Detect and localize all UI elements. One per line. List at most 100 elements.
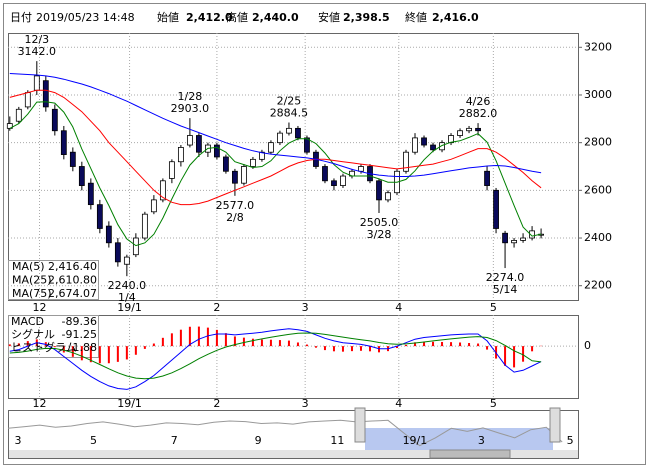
legend-name: MA(5)	[12, 260, 45, 273]
candle-body	[520, 237, 526, 241]
candle-body	[177, 147, 184, 163]
candle-body	[304, 137, 310, 153]
navigator-tick-label: 11	[330, 434, 344, 447]
histogram-bar	[522, 346, 525, 362]
histogram-bar	[53, 346, 56, 348]
y-tick-label: 3200	[584, 40, 612, 53]
candle-body	[250, 158, 256, 167]
legend-value: 2,674.07	[48, 287, 97, 300]
candle-body	[141, 213, 148, 239]
ma-legend-box	[8, 260, 99, 300]
legend-value: 1.88	[73, 341, 98, 354]
candle-body	[277, 132, 283, 144]
annotation-price: 2577.0	[216, 199, 255, 212]
histogram-bar	[459, 342, 462, 347]
histogram-bar	[179, 329, 182, 347]
annotation-price: 3142.0	[18, 45, 57, 58]
candle-body	[421, 137, 427, 146]
histogram-bar	[143, 346, 146, 349]
histogram-bar	[152, 343, 155, 347]
histogram-bar	[125, 346, 128, 360]
candle-body	[105, 225, 112, 244]
scroll-thumb[interactable]	[429, 449, 511, 459]
x-tick-label: 2	[213, 397, 220, 410]
candle-body	[484, 170, 490, 186]
candle-body	[241, 166, 247, 184]
x-tick-label: 5	[490, 397, 497, 410]
navigator-line	[7, 419, 563, 447]
histogram-bar	[206, 327, 209, 347]
range-handle-right[interactable]	[549, 407, 561, 443]
candle-body	[232, 170, 238, 184]
candle-body	[24, 92, 31, 108]
candle-body	[268, 142, 274, 153]
histogram-bar	[504, 346, 507, 366]
candle-body	[78, 166, 85, 186]
candle-body	[69, 151, 76, 167]
legend-name: MA(75)	[12, 287, 52, 300]
y-tick-label: 3000	[584, 88, 612, 101]
navigator-tick-label: 3	[478, 434, 485, 447]
histogram-bar	[161, 337, 164, 347]
annotation-price: 2882.0	[459, 107, 498, 120]
header-label: 日付	[10, 11, 32, 24]
candle-body	[430, 144, 436, 151]
histogram-bar	[350, 346, 353, 352]
y-tick-label: 2800	[584, 136, 612, 149]
ma-line	[9, 89, 542, 206]
header-label: 安値	[318, 10, 340, 24]
histogram-bar	[468, 343, 471, 347]
header-value: 2,412.0	[186, 11, 233, 24]
candle-body	[412, 137, 418, 153]
candle-body	[114, 242, 121, 263]
histogram-bar	[215, 329, 218, 347]
annotation-price: 2884.5	[270, 107, 309, 120]
ma-line	[9, 73, 542, 177]
navigator-tick-label: 7	[171, 434, 178, 447]
legend-value: 2,610.80	[48, 274, 97, 287]
navigator-tick-label: 19/1	[403, 434, 428, 447]
candle-body	[96, 204, 103, 229]
candle-body	[295, 127, 301, 139]
candle-body	[132, 237, 139, 256]
candle-body	[403, 151, 409, 172]
histogram-bar	[80, 346, 83, 361]
range-handle-left[interactable]	[354, 407, 366, 443]
histogram-bar	[197, 326, 200, 347]
x-tick-label: 4	[395, 397, 402, 410]
navigator-tick-label: 3	[14, 434, 21, 447]
x-tick-label: 5	[490, 301, 497, 314]
histogram-bar	[224, 333, 227, 347]
annotation-price: 2274.0	[486, 271, 525, 284]
histogram-bar	[314, 346, 317, 348]
histogram-bar	[377, 346, 380, 353]
y-tick-label: 2200	[584, 279, 612, 292]
header-value: 2,416.0	[432, 11, 479, 24]
histogram-bar	[116, 346, 119, 362]
histogram-bar	[396, 346, 399, 349]
plot-layer: 日付 2019/05/23 14:48 始値 2,412.0高値 2,440.0 安値 2,…	[6, 10, 612, 447]
histogram-bar	[432, 341, 435, 347]
main-panel	[8, 33, 579, 301]
histogram-bar	[260, 339, 263, 347]
x-tick-label: 19/1	[117, 301, 142, 314]
histogram-bar	[188, 326, 191, 347]
candle-body	[123, 256, 130, 265]
candle-body	[42, 80, 49, 108]
scroll-track[interactable]	[9, 450, 578, 458]
annotation-date: 1/4	[118, 291, 136, 304]
header-value: 2,440.0	[252, 11, 299, 24]
histogram-bar	[278, 340, 281, 347]
x-tick-label: 3	[302, 301, 309, 314]
histogram-bar	[450, 342, 453, 347]
candle-body	[60, 130, 67, 155]
histogram-bar	[332, 346, 335, 352]
candle-body	[331, 180, 337, 186]
annotation-date: 3/28	[367, 228, 392, 241]
histogram-bar	[423, 341, 426, 347]
annotation-date: 4/26	[466, 95, 491, 108]
legend-name: ヒストグラム	[11, 340, 77, 354]
legend-name: シグナル	[11, 327, 55, 341]
header-label: 始値	[157, 10, 179, 24]
